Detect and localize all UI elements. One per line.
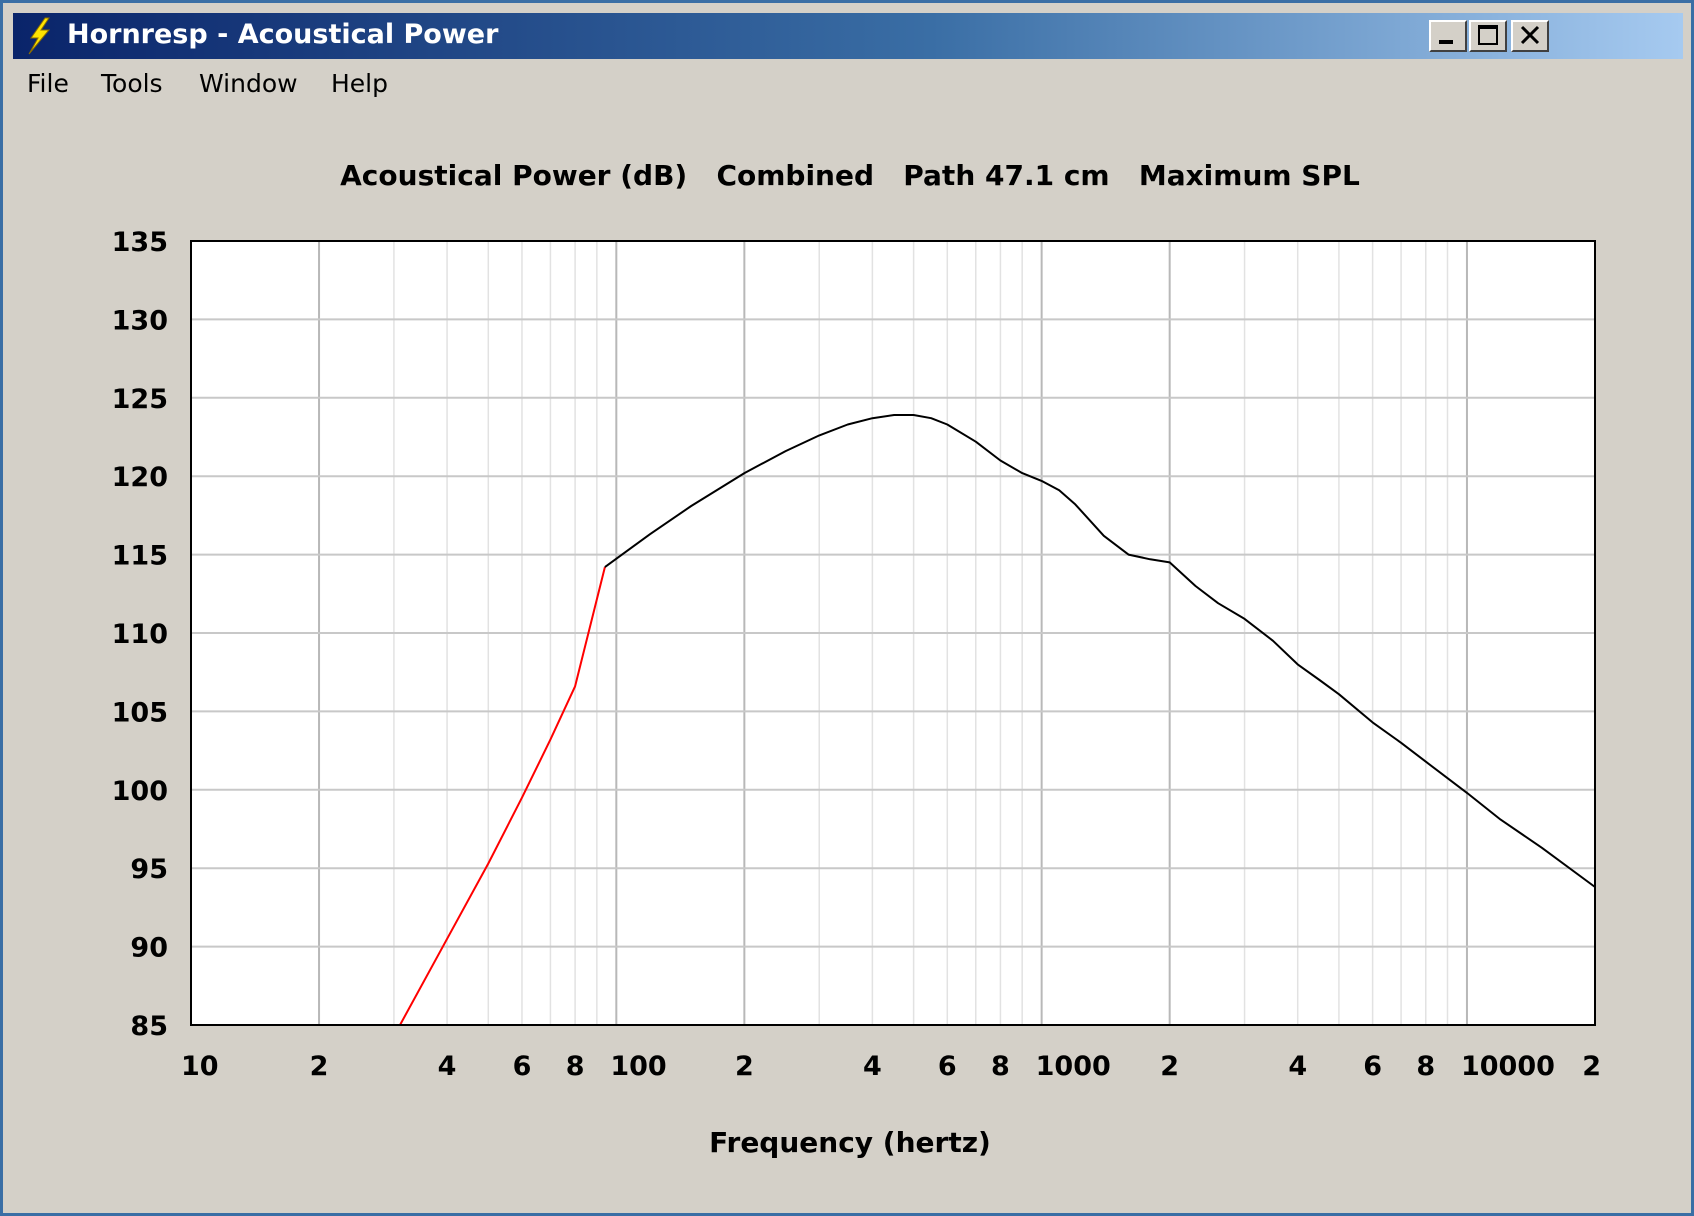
- x-tick-label: 4: [863, 1051, 882, 1082]
- x-tick-label: 4: [438, 1051, 457, 1082]
- x-tick-label: 4: [1288, 1051, 1307, 1082]
- y-tick-label: 105: [112, 697, 168, 728]
- x-tick-label: 2: [1160, 1051, 1179, 1082]
- x-tick-label: 6: [1363, 1051, 1382, 1082]
- x-tick-label: 2: [1582, 1051, 1601, 1082]
- title-bar[interactable]: Hornresp - Acoustical Power: [13, 13, 1683, 59]
- menu-file[interactable]: File: [27, 69, 69, 98]
- y-tick-label: 110: [112, 619, 168, 650]
- x-tick-label: 8: [566, 1051, 585, 1082]
- y-tick-label: 115: [112, 541, 168, 572]
- plot-frame: [190, 240, 1596, 1026]
- y-tick-label: 120: [112, 462, 168, 493]
- x-tick-label: 8: [1416, 1051, 1435, 1082]
- y-tick-label: 125: [112, 384, 168, 415]
- x-tick-label: 2: [310, 1051, 329, 1082]
- series-line-red: [399, 566, 606, 1026]
- x-tick-label: 1000: [1036, 1051, 1111, 1082]
- x-tick-label: 10000: [1461, 1051, 1555, 1082]
- x-tick-label: 6: [938, 1051, 957, 1082]
- x-tick-label: 2: [735, 1051, 754, 1082]
- menu-window[interactable]: Window: [199, 69, 298, 98]
- y-axis-ticks: 135 130 125 120 115 110 105 100 95 90 85: [112, 227, 168, 1042]
- y-tick-label: 135: [112, 227, 168, 258]
- close-icon: [1520, 25, 1540, 45]
- window-title: Hornresp - Acoustical Power: [67, 19, 499, 50]
- x-tick-label: 8: [991, 1051, 1010, 1082]
- y-tick-label: 90: [130, 933, 168, 964]
- menu-help[interactable]: Help: [331, 69, 388, 98]
- x-tick-label: 10: [181, 1051, 219, 1082]
- x-tick-label: 100: [610, 1051, 666, 1082]
- minimize-icon: [1439, 40, 1453, 44]
- x-axis-ticks: 10 2 4 6 8 100 2 4 6 8 1000 2 4 6 8 10000 2: [181, 1051, 1601, 1082]
- maximize-icon: [1478, 25, 1498, 45]
- y-tick-label: 130: [112, 305, 168, 336]
- x-axis-label: Frequency (hertz): [709, 1126, 991, 1159]
- y-tick-label: 95: [130, 854, 168, 885]
- y-tick-label: 85: [130, 1011, 168, 1042]
- lightning-icon: [28, 17, 51, 55]
- x-tick-label: 6: [513, 1051, 532, 1082]
- close-button[interactable]: [1511, 20, 1549, 52]
- y-tick-label: 100: [112, 776, 168, 807]
- minimize-button[interactable]: [1429, 20, 1467, 52]
- grid-lines: [191, 241, 1595, 1025]
- chart-title: Acoustical Power (dB) Combined Path 47.1…: [340, 159, 1360, 192]
- menu-tools[interactable]: Tools: [101, 69, 163, 98]
- data-series: [399, 414, 1596, 1026]
- maximize-button[interactable]: [1469, 20, 1507, 52]
- series-line-black: [604, 414, 1596, 888]
